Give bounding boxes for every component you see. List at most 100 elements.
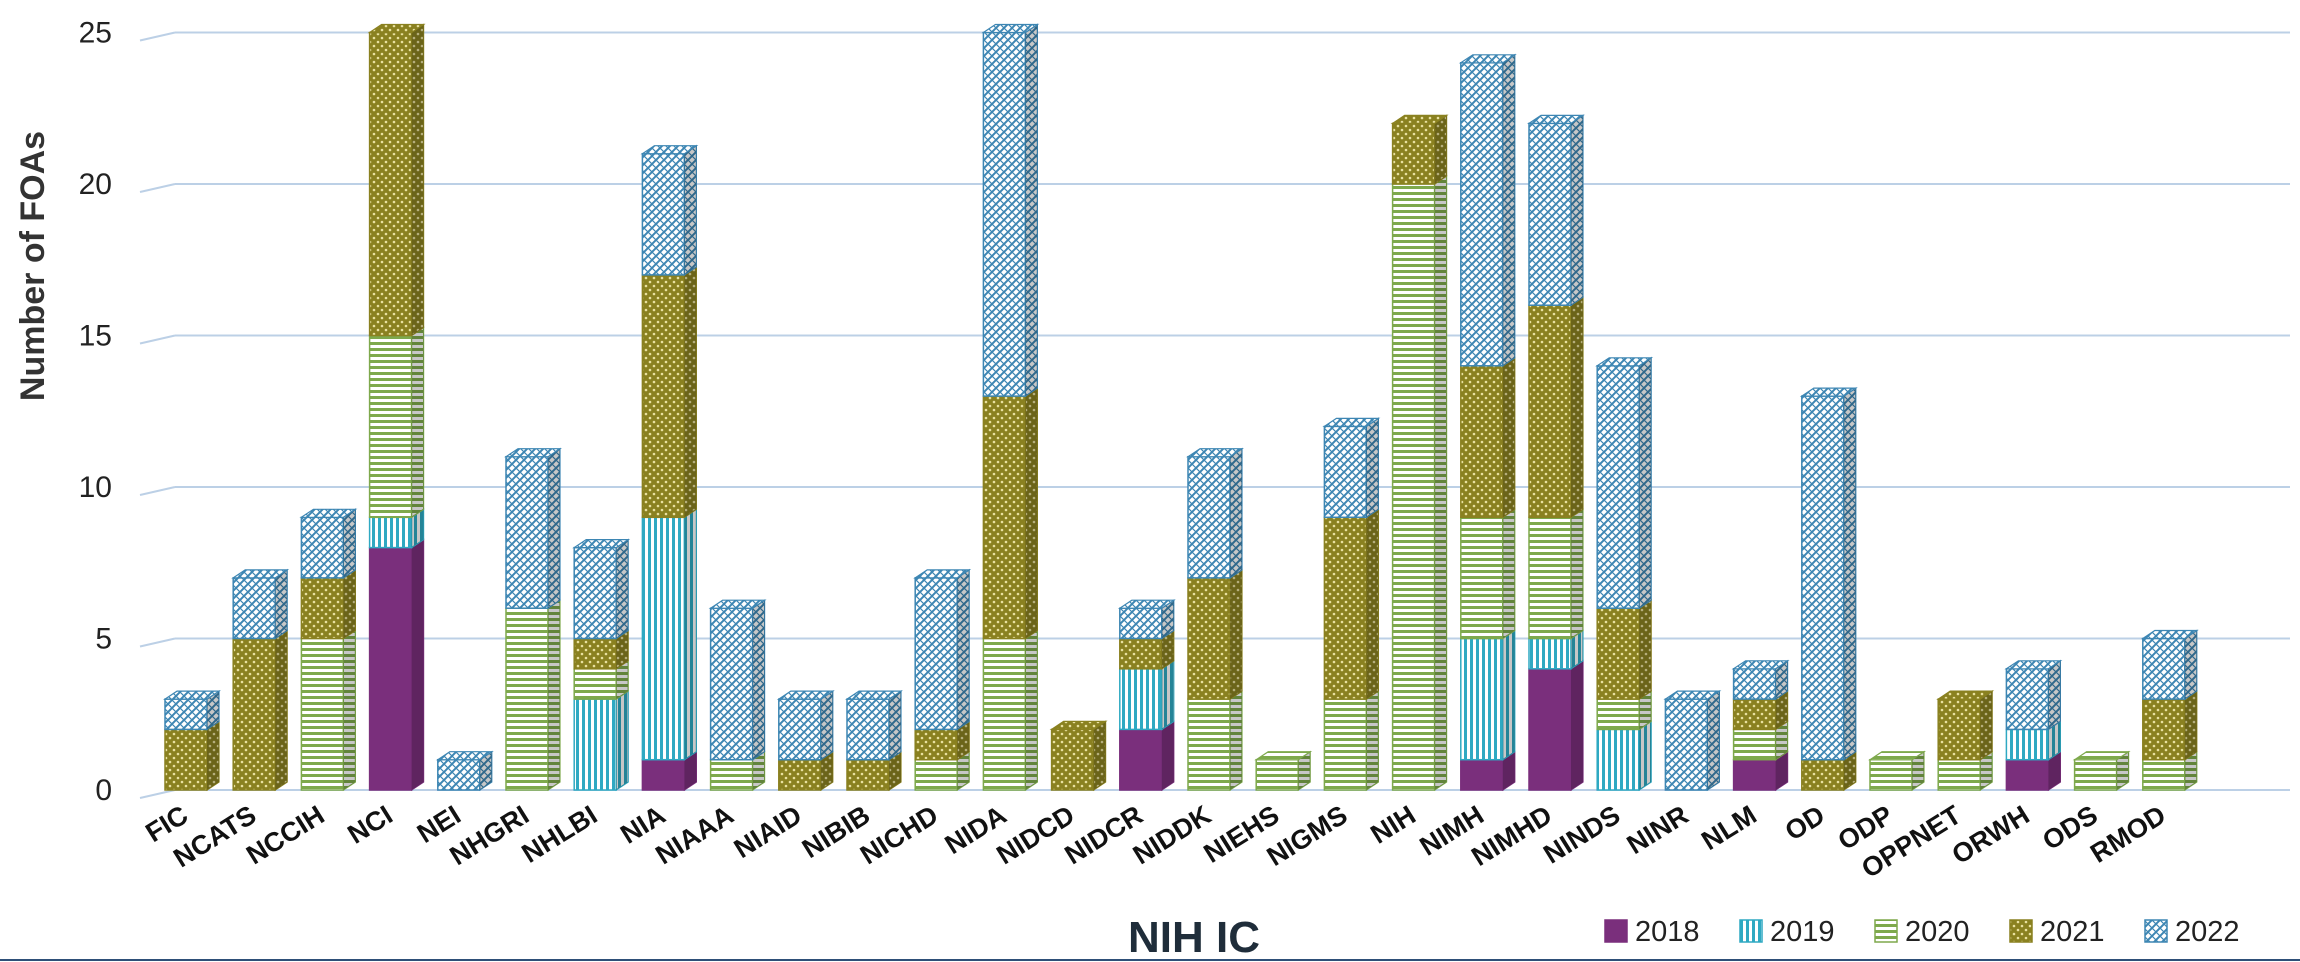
bar-stack-orwh xyxy=(2004,659,2063,792)
bar-segment-shade xyxy=(275,630,288,790)
x-tick-label: NHGRI xyxy=(445,800,535,872)
bar-segment-shade xyxy=(1366,418,1379,518)
bar-stack-nigms xyxy=(1322,417,1381,792)
bar-segment-shade xyxy=(1980,691,1993,760)
bar-segment-shade xyxy=(2048,721,2061,760)
bar-stack-oppnet xyxy=(1936,689,1995,792)
bar-segment-2021 xyxy=(1391,122,1436,185)
y-tick-label: 10 xyxy=(79,471,112,504)
bar-stack-nccih xyxy=(299,508,358,792)
bar-segment-2021 xyxy=(846,758,890,791)
bar-stack-ncats xyxy=(231,568,290,792)
bar-segment-shade xyxy=(1571,509,1583,639)
bar-segment-2019 xyxy=(368,516,413,549)
bar-top-cap xyxy=(1731,660,1790,670)
bar-segment-2019 xyxy=(1596,728,1640,791)
bar-segment-shade xyxy=(684,509,697,760)
bar-segment-shade xyxy=(889,691,901,760)
bar-segment-2022 xyxy=(164,698,208,731)
bar-segment-shade xyxy=(1639,357,1652,609)
bar-segment-2022 xyxy=(1460,62,1504,367)
bar-segment-shade xyxy=(1639,721,1652,790)
bar-segment-2021 xyxy=(1187,577,1231,700)
x-axis-label: NIH IC xyxy=(1128,913,1260,962)
bar-segment-2021 xyxy=(1937,698,1981,761)
bar-top-cap xyxy=(1322,417,1381,427)
bar-segment-2021 xyxy=(982,395,1027,640)
y-tick-label: 15 xyxy=(79,320,112,353)
bar-segment-2019 xyxy=(1460,637,1504,761)
bar-segment-2022 xyxy=(982,31,1027,397)
legend-swatch-2022 xyxy=(2144,919,2168,943)
bar-segment-shade xyxy=(411,327,424,518)
bar-stack-niaaa xyxy=(708,599,767,792)
bar-segment-2020 xyxy=(505,607,549,791)
bar-segment-shade xyxy=(616,660,629,700)
bar-segment-2019 xyxy=(573,698,617,791)
bar-top-cap xyxy=(2072,751,2131,761)
bar-segment-2021 xyxy=(368,31,413,337)
x-tick-label: OD xyxy=(1780,800,1830,847)
bar-segment-shade xyxy=(1434,115,1447,184)
bar-stack-nci xyxy=(367,23,426,792)
x-tick-label: NIMHD xyxy=(1466,800,1557,872)
x-tick-label: NIDDK xyxy=(1128,799,1217,870)
legend-label-2021: 2021 xyxy=(2040,916,2105,948)
bar-stack-ninr xyxy=(1663,689,1722,792)
bar-segment-shade xyxy=(684,266,697,518)
bar-stack-niaid xyxy=(776,689,835,792)
bar-segment-2019 xyxy=(2005,728,2050,761)
bar-top-cap xyxy=(1049,720,1108,731)
x-tick-label: NINDS xyxy=(1538,800,1625,870)
bar-segment-2021 xyxy=(914,728,958,761)
bar-segment-shade xyxy=(2184,751,2197,790)
bar-segment-2021 xyxy=(1528,304,1572,519)
bar-segment-2022 xyxy=(1119,607,1163,640)
legend-swatch-2019 xyxy=(1739,919,1763,943)
bar-segment-shade xyxy=(1366,691,1379,790)
bar-segment-2020 xyxy=(1528,516,1572,640)
bar-segment-2022 xyxy=(1323,425,1368,519)
bar-segment-2020 xyxy=(300,637,345,791)
bar-segment-2022 xyxy=(2142,637,2186,700)
bar-segment-shade xyxy=(1912,751,1924,790)
bar-segment-shade xyxy=(2184,630,2197,700)
bar-segment-2022 xyxy=(1187,455,1231,579)
bar-stack-nimhd xyxy=(1527,114,1585,792)
bar-segment-shade xyxy=(1025,630,1038,790)
bar-stack-ods xyxy=(2072,750,2131,792)
bar-segment-2021 xyxy=(1801,758,1845,791)
bar-segment-2018 xyxy=(1732,758,1777,791)
bar-segment-2018 xyxy=(2005,758,2050,791)
x-tick-label: NHLBI xyxy=(517,800,603,869)
bar-segment-shade xyxy=(2184,691,2197,760)
bar-segment-shade xyxy=(1161,721,1174,790)
bar-top-cap xyxy=(504,448,562,458)
bar-segment-shade xyxy=(548,600,560,790)
bar-stack-nida xyxy=(981,23,1040,792)
bar-segment-2021 xyxy=(300,577,345,640)
bar-segment-2021 xyxy=(641,274,686,519)
bar-segment-shade xyxy=(1161,600,1174,639)
bar-segment-shade xyxy=(1298,751,1311,790)
bar-segment-shade xyxy=(1571,297,1583,518)
bar-segment-shade xyxy=(752,751,765,790)
bar-segment-2021 xyxy=(1323,516,1368,700)
bar-segment-2022 xyxy=(2005,668,2050,731)
bar-segment-2020 xyxy=(368,334,413,519)
bar-segment-2020 xyxy=(1869,758,1913,791)
bar-stack-fic xyxy=(163,689,221,792)
bar-segment-shade xyxy=(889,751,901,790)
bar-segment-2019 xyxy=(641,516,686,761)
bar-stack-nimh xyxy=(1458,53,1517,792)
bar-segment-2021 xyxy=(1732,698,1777,731)
bar-segment-2022 xyxy=(1732,668,1777,700)
y-tick-label: 0 xyxy=(95,774,112,807)
bar-segment-2020 xyxy=(1187,698,1231,791)
bar-segment-2018 xyxy=(1119,728,1163,791)
bar-segment-2022 xyxy=(232,577,276,640)
bar-segment-2021 xyxy=(1050,728,1095,791)
bar-top-cap xyxy=(1663,690,1722,700)
